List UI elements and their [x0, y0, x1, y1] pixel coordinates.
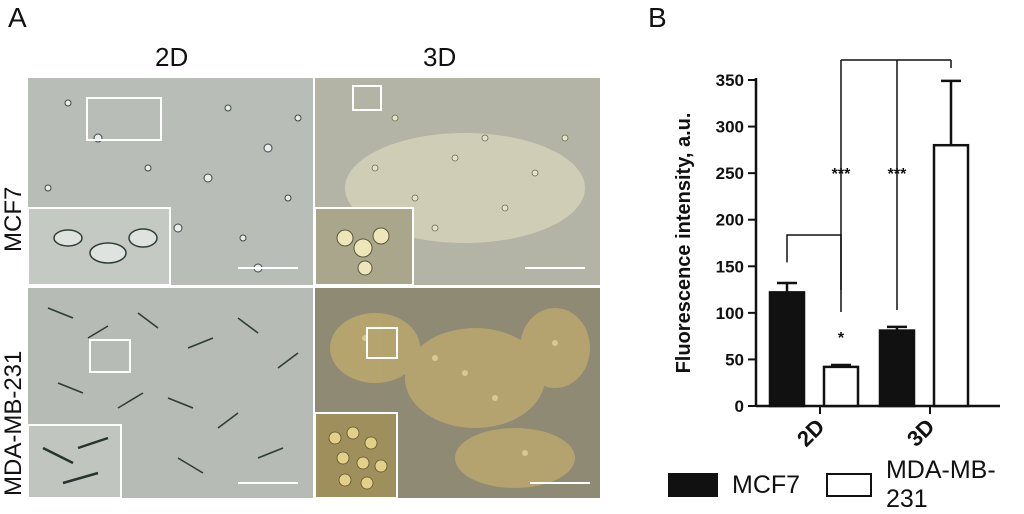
- y-tick-label: 250: [716, 164, 744, 183]
- legend-label-mda-mb-231: MDA-MB-231: [885, 456, 996, 513]
- significance-label: *: [838, 330, 845, 347]
- panel-b-letter: B: [648, 2, 667, 33]
- significance-label: ***: [832, 166, 851, 183]
- micrograph-mcf7-2d: [28, 78, 313, 285]
- legend-item-mda-mb-231: MDA-MB-231: [826, 456, 1024, 513]
- column-header-2d: 2D: [155, 42, 189, 72]
- legend-item-mcf7: MCF7: [668, 470, 800, 500]
- zoom-box: [86, 97, 162, 141]
- micrograph-mcf7-3d: [315, 78, 600, 285]
- x-tick-label: 3D: [902, 414, 940, 452]
- legend-swatch-mcf7: [668, 473, 718, 497]
- panel-a-letter: A: [8, 2, 27, 33]
- zoom-box: [352, 85, 382, 111]
- legend-label-mcf7: MCF7: [732, 470, 801, 499]
- bar-mda-mb-231-3d: [932, 143, 970, 408]
- column-header-3d: 3D: [423, 42, 457, 72]
- bar-mcf7-3d: [878, 329, 916, 408]
- inset: [28, 424, 122, 498]
- y-tick-label: 200: [716, 211, 744, 230]
- row-header-mda-mb-231: MDA-MB-231: [0, 350, 27, 496]
- y-tick-label: 50: [725, 350, 744, 369]
- bar-chart: 0 50 100 150 200 250 300 350 Fluorescence intens…: [673, 59, 1000, 452]
- y-tick-label: 350: [716, 71, 744, 90]
- x-tick-label: 2D: [792, 414, 830, 452]
- inset: [315, 412, 398, 498]
- bar-mda-mb-231-2d: [822, 365, 860, 408]
- y-tick-label: 300: [716, 118, 744, 137]
- significance-label: ***: [888, 166, 907, 183]
- micrograph-mda-mb-231-3d: [315, 288, 600, 498]
- zoom-box: [89, 339, 131, 373]
- y-tick-label: 100: [716, 304, 744, 323]
- legend-swatch-mda-mb-231: [826, 473, 872, 497]
- micrograph-mda-mb-231-2d: [28, 288, 313, 498]
- row-header-mcf7: MCF7: [0, 186, 27, 252]
- y-axis-label: Fluorescence intensity, a.u.: [673, 113, 695, 374]
- bar-mcf7-2d: [768, 291, 806, 408]
- zoom-box: [366, 327, 398, 359]
- y-tick-label: 0: [735, 397, 744, 416]
- y-tick-label: 150: [716, 257, 744, 276]
